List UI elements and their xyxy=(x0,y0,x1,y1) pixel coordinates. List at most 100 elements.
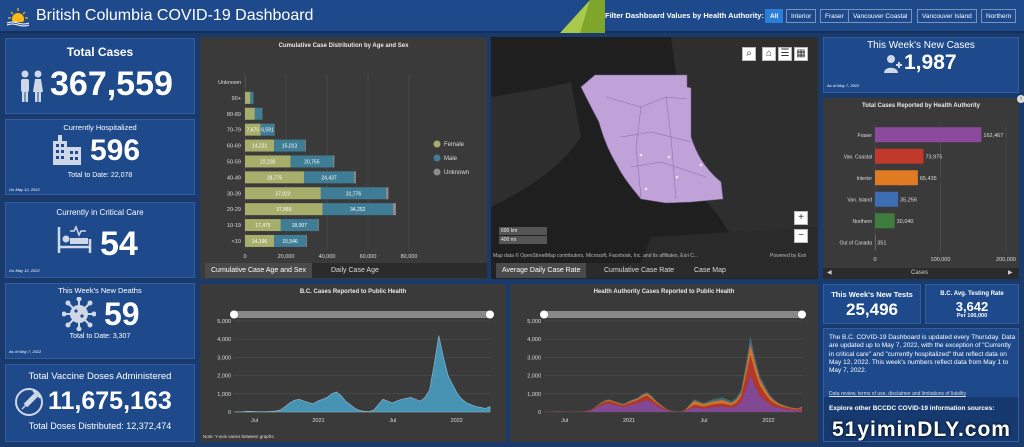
filter-northern-button[interactable]: Northern xyxy=(981,9,1017,23)
info-icon[interactable]: i xyxy=(1017,95,1024,103)
x-tick-label: 2022 xyxy=(451,418,463,424)
critical-care-value: 54 xyxy=(100,225,138,263)
layers-icon[interactable]: ▦ xyxy=(794,47,808,61)
ha-category-label: Van. Coastal xyxy=(844,154,872,160)
bc-map[interactable] xyxy=(491,37,818,263)
age-bar-male xyxy=(250,91,254,104)
person-add-icon xyxy=(884,55,902,73)
hospitalized-label: Currently Hospitalized xyxy=(63,123,137,132)
total-cases-label: Total Cases xyxy=(66,45,134,59)
ha-cases-panel: Health Authority Cases Reported to Publi… xyxy=(510,284,818,442)
ha-x-tick-label: 0 xyxy=(873,257,876,263)
filter-vancouver-island-button[interactable]: Vancouver Island xyxy=(917,9,977,23)
new-cases-label: This Week's New Cases xyxy=(867,40,975,51)
tab-average-daily-case-rate[interactable]: Average Daily Case Rate xyxy=(496,263,587,278)
age-sex-chart: 0 20,000 40,000 60,000 80,000 <10 14,196 15,546… xyxy=(218,74,469,260)
age-bar-data-label: 20,755 xyxy=(304,159,320,165)
age-bar-data-label: 37,889 xyxy=(276,207,292,213)
age-bar-data-label: 24,437 xyxy=(321,175,337,181)
filter-vancouver-coastal-button[interactable]: Vancouver Coastal xyxy=(848,9,913,23)
zoom-in-icon[interactable]: + xyxy=(794,211,808,225)
y-tick-label: 5,000 xyxy=(217,319,231,325)
virus-icon xyxy=(62,297,96,331)
tab-case-map[interactable]: Case Map xyxy=(694,267,726,274)
terms-link[interactable]: Data review, terms of use, disclaimer an… xyxy=(829,391,966,397)
ha-x-tick-label: 100,000 xyxy=(931,257,951,263)
age-bar-unknown xyxy=(386,187,389,200)
age-bar-female xyxy=(245,171,304,184)
ha-bar xyxy=(875,213,895,229)
age-category-label: 30-39 xyxy=(227,191,241,197)
age-bar-data-label: 31,776 xyxy=(346,191,362,197)
age-bar-data-label: 22,230 xyxy=(260,159,276,165)
age-bar-unknown xyxy=(304,139,306,152)
age-sex-chart-panel: Cumulative Case Distribution by Age and … xyxy=(200,37,487,279)
legend-swatch-unknown xyxy=(433,168,441,176)
header-bar: British Columbia COVID-19 Dashboard Filt… xyxy=(0,0,1024,33)
age-bar-male xyxy=(280,219,318,232)
age-bar-male xyxy=(320,187,387,200)
health-authority-chart-panel: Total Cases Reported by Health Authority… xyxy=(823,95,1024,279)
age-chart-tabs: Cumulative Case Age and Sex Daily Case A… xyxy=(205,263,487,278)
ha-cases-title: Health Authority Cases Reported to Publi… xyxy=(593,289,735,295)
hospital-icon xyxy=(53,135,81,165)
age-bar-data-label: 14,231 xyxy=(252,144,268,150)
tab-cumulative-case-rate[interactable]: Cumulative Case Rate xyxy=(604,267,675,274)
legend-icon[interactable]: ☰ xyxy=(778,47,792,61)
age-category-label: <10 xyxy=(232,239,241,245)
scroll-left-icon[interactable]: ◀ xyxy=(827,270,832,276)
y-tick-label: 4,000 xyxy=(217,337,231,343)
filter-all-button[interactable]: All xyxy=(765,9,784,23)
tab-daily-case-age[interactable]: Daily Case Age xyxy=(331,267,379,274)
zoom-out-icon[interactable]: − xyxy=(794,229,808,243)
x-tick-label: 2021 xyxy=(623,418,635,424)
age-bar-data-label: 18,007 xyxy=(292,223,308,229)
hospitalized-total: Total to Date: 22,078 xyxy=(67,172,133,179)
map-tabs: Average Daily Case Rate Cumulative Case … xyxy=(496,263,818,278)
age-bar-male xyxy=(274,139,305,152)
y-tick-label: 3,000 xyxy=(527,355,541,361)
bc-cases-chart: 0 1,000 2,000 3,000 4,000 5,000 Jul 2021 Jul 2022 xyxy=(217,310,494,424)
ha-category-label: Interior xyxy=(856,176,872,182)
time-range-slider xyxy=(234,311,490,318)
y-tick-label: 5,000 xyxy=(527,319,541,325)
health-authority-chart-title: Total Cases Reported by Health Authority xyxy=(861,103,981,109)
new-cases-date: As of May 7, 2022 xyxy=(827,83,860,88)
range-handle-left xyxy=(540,310,548,319)
scroll-right-icon[interactable]: ▶ xyxy=(1008,270,1013,276)
deaths-date: As of May 7, 2022 xyxy=(9,349,42,354)
map-panel: ⌕ ⌂ ☰ ▦ + − 600 km 400 mi Map data © Ope… xyxy=(491,37,818,279)
ha-bar-data-label: 73,975 xyxy=(925,154,942,160)
home-icon[interactable]: ⌂ xyxy=(762,47,776,61)
age-bar-unknown xyxy=(333,155,335,168)
y-tick-label: 1,000 xyxy=(527,392,541,398)
filter-fraser-button[interactable]: Fraser xyxy=(820,9,849,23)
series-area xyxy=(233,335,491,413)
filter-interior-button[interactable]: Interior xyxy=(786,9,817,23)
ha-bar-data-label: 162,467 xyxy=(983,133,1003,139)
age-category-label: 80-89 xyxy=(227,112,241,118)
age-bar-male xyxy=(322,203,393,216)
testing-rate-card: B.C. Avg. Testing Rate 3,642 Per 100,000 xyxy=(925,284,1019,324)
y-tick-label: 0 xyxy=(538,410,541,416)
map-attribution: Map data © OpenStreetMap contributors, M… xyxy=(493,253,699,259)
age-category-label: 40-49 xyxy=(227,175,241,181)
ha-cases-chart: 0 1,000 2,000 3,000 4,000 5,000 Jul 2021 Jul 2022 xyxy=(527,310,806,424)
age-bar-unknown xyxy=(317,219,319,232)
age-bar-male xyxy=(260,123,275,136)
age-category-label: 70-79 xyxy=(227,128,241,134)
tab-cumulative-case-age-sex[interactable]: Cumulative Case Age and Sex xyxy=(205,263,312,278)
x-tick-label: Jul xyxy=(561,418,568,424)
ha-category-label: Northern xyxy=(853,219,873,225)
search-icon[interactable]: ⌕ xyxy=(742,47,756,61)
age-bar-data-label: 14,196 xyxy=(252,239,268,245)
age-bar-data-label: 34,252 xyxy=(350,207,366,213)
ha-chart-scrollbar[interactable]: ◀ Cases ▶ xyxy=(823,268,1019,279)
new-cases-card: This Week's New Cases 1,987 As of May 7,… xyxy=(823,37,1019,93)
legend-label-unknown: Unknown xyxy=(444,170,469,176)
age-bar-female xyxy=(245,91,251,104)
age-bar-male xyxy=(254,107,263,120)
range-handle-right xyxy=(798,310,806,319)
x-tick-label: Jul xyxy=(251,418,258,424)
x-tick-label: Jul xyxy=(389,418,396,424)
